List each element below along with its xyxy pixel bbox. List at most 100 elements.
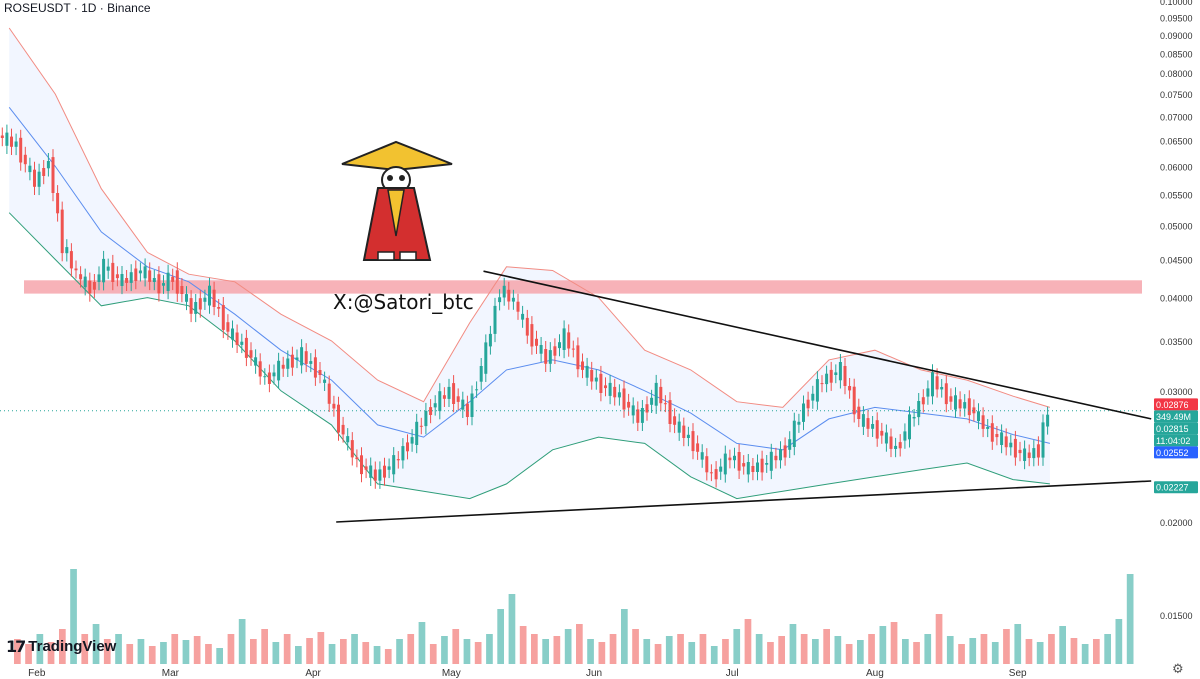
volume-bar <box>980 634 988 664</box>
candle-body <box>0 135 4 138</box>
candle-body <box>258 361 262 377</box>
candle-body <box>502 285 506 298</box>
gear-icon[interactable]: ⚙ <box>1172 662 1184 677</box>
candle-body <box>212 289 216 307</box>
volume-bar <box>946 636 954 664</box>
candle-body <box>756 462 759 472</box>
candle-body <box>498 297 502 303</box>
candle-body <box>313 357 317 378</box>
candle-body <box>1036 444 1040 458</box>
volume-bar <box>1104 634 1111 664</box>
candle-body <box>539 345 543 354</box>
volume-bar <box>654 644 662 664</box>
price-label-box <box>1154 481 1198 494</box>
candle-body <box>760 458 764 473</box>
candle-body <box>806 399 810 409</box>
candle-body <box>958 399 962 409</box>
volume-bar <box>902 639 909 664</box>
candle-body <box>277 360 281 381</box>
candle-body <box>74 268 78 271</box>
volume-bar <box>227 634 235 664</box>
volume-bar <box>879 626 887 664</box>
candle-body <box>797 421 801 425</box>
candle-body <box>226 322 230 332</box>
candle-body <box>438 391 442 412</box>
volume-bar <box>789 624 797 664</box>
candle-body <box>88 280 92 294</box>
candle-body <box>944 383 948 405</box>
candle-body <box>493 305 497 334</box>
candle-body <box>120 274 124 286</box>
volume-bar <box>497 609 504 664</box>
volume-bar <box>407 634 415 664</box>
candle-body <box>880 430 884 436</box>
candle-body <box>79 274 83 280</box>
candle-body <box>599 373 603 393</box>
candle-body <box>244 337 248 358</box>
candle-body <box>396 459 400 461</box>
candle-body <box>903 431 907 441</box>
volume-bar <box>508 594 516 664</box>
volume-bar <box>1070 638 1078 664</box>
tradingview-logo[interactable]: 17 TradingView <box>6 637 116 656</box>
volume-bar <box>576 624 583 664</box>
volume-bar <box>958 644 965 664</box>
candle-body <box>686 434 690 438</box>
candle-body <box>825 373 829 385</box>
candle-body <box>571 348 575 350</box>
candle-body <box>811 393 815 401</box>
candle-body <box>125 278 129 283</box>
candle-body <box>1013 438 1017 458</box>
candle-body <box>433 403 437 408</box>
volume-bar <box>474 642 482 664</box>
x-tick-label: Jun <box>586 668 602 679</box>
candle-body <box>977 411 980 422</box>
candle-body <box>419 425 423 427</box>
candle-body <box>889 436 893 449</box>
volume-bar <box>868 634 875 664</box>
candle-body <box>848 386 852 391</box>
candle-body <box>28 165 32 173</box>
volume-bar <box>463 639 471 664</box>
volume-bar <box>553 636 561 664</box>
bollinger-upper-line <box>8 27 1051 408</box>
candle-body <box>792 420 796 447</box>
candle-body <box>931 372 934 397</box>
volume-bar <box>306 638 313 664</box>
candle-body <box>802 403 805 422</box>
candle-body <box>986 427 990 429</box>
volume-bar <box>688 642 696 664</box>
volume-bar <box>857 640 864 664</box>
price-label-box <box>1154 446 1198 459</box>
volume-bar <box>1059 626 1066 664</box>
candle-body <box>337 404 340 433</box>
candle-body <box>622 388 626 410</box>
volume-bar <box>171 634 179 664</box>
volume-bar <box>699 634 707 664</box>
volume-bar <box>47 642 55 664</box>
y-tick-label: 0.04500 <box>1160 256 1193 266</box>
volume-bar <box>755 634 763 664</box>
candle-body <box>60 209 64 254</box>
y-tick-label: 0.01500 <box>1160 611 1193 621</box>
volume-bar <box>643 639 651 664</box>
candle-body <box>429 407 433 415</box>
candle-body <box>733 455 736 461</box>
volume-bar <box>767 642 774 664</box>
volume-bar <box>991 642 999 664</box>
price-label-box <box>1154 398 1198 411</box>
candle-body <box>180 286 184 294</box>
volume-bar <box>1003 629 1010 664</box>
volume-bar <box>137 639 145 664</box>
y-tick-label: 0.06500 <box>1160 136 1193 146</box>
candle-body <box>1000 432 1004 445</box>
volume-bar <box>710 646 718 664</box>
candle-body <box>516 301 520 312</box>
volume-bar <box>340 639 347 664</box>
candle-body <box>737 452 741 471</box>
candle-body <box>424 410 428 427</box>
volume-bar <box>261 629 268 664</box>
candle-body <box>1004 436 1008 448</box>
